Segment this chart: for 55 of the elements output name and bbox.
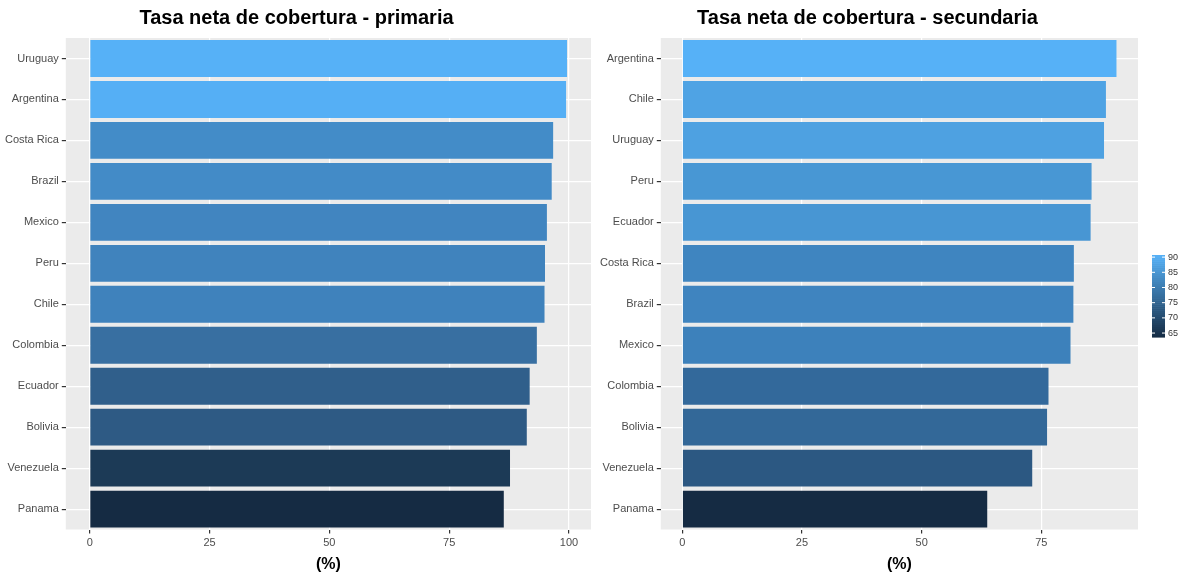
y-tick-label: Bolivia <box>26 420 60 433</box>
y-tick-label: Brazil <box>626 297 654 310</box>
bar <box>682 40 1117 77</box>
y-tick-label: Bolivia <box>621 420 655 433</box>
x-tick-label: 75 <box>443 536 456 549</box>
y-tick-label: Mexico <box>618 338 654 351</box>
chart-title: Tasa neta de cobertura - primaria <box>139 5 455 28</box>
x-tick-label: 50 <box>915 536 928 549</box>
y-tick-label: Panama <box>612 502 655 515</box>
y-tick-label: Costa Rica <box>5 133 60 146</box>
x-tick-label: 25 <box>795 536 809 549</box>
y-tick-label: Costa Rica <box>600 256 655 269</box>
x-tick-label: 0 <box>679 536 686 549</box>
y-tick-label: Venezuela <box>7 461 60 474</box>
color-bar-label: 85 <box>1168 266 1179 277</box>
y-tick-label: Chile <box>628 92 654 105</box>
chart-title: Tasa neta de cobertura - secundaria <box>697 5 1039 28</box>
y-tick-label: Uruguay <box>17 51 60 64</box>
color-bar-label: 80 <box>1168 281 1179 292</box>
y-tick-label: Colombia <box>607 379 655 392</box>
x-axis-title: (%) <box>315 554 341 572</box>
bar <box>682 449 1033 487</box>
y-tick-label: Argentina <box>606 51 655 64</box>
color-bar-label: 65 <box>1168 327 1179 338</box>
y-tick-label: Argentina <box>11 92 60 105</box>
x-tick-label: 25 <box>203 536 216 549</box>
y-tick-label: Venezuela <box>602 461 655 474</box>
y-tick-label: Panama <box>17 502 60 515</box>
bar <box>682 408 1048 446</box>
color-bar-label: 70 <box>1168 312 1179 323</box>
y-tick-label: Uruguay <box>612 133 655 146</box>
y-tick-label: Mexico <box>23 215 59 228</box>
bar <box>682 244 1074 282</box>
bar <box>682 285 1074 323</box>
bar <box>682 162 1092 200</box>
bar <box>682 490 988 528</box>
x-tick-label: 75 <box>1035 536 1048 549</box>
color-bar-label: 90 <box>1168 251 1179 262</box>
bar <box>682 326 1071 364</box>
bar <box>682 81 1106 118</box>
y-tick-label: Peru <box>35 256 59 269</box>
y-tick-label: Ecuador <box>17 379 60 392</box>
bar <box>682 367 1049 405</box>
y-tick-label: Colombia <box>12 338 60 351</box>
color-bar-label: 75 <box>1168 297 1179 308</box>
x-axis-title: (%) <box>886 554 912 572</box>
y-tick-label: Brazil <box>31 174 59 187</box>
bar <box>682 121 1105 159</box>
y-tick-label: Chile <box>33 297 59 310</box>
x-tick-label: 100 <box>559 536 579 549</box>
y-tick-label: Ecuador <box>612 215 655 228</box>
bar <box>682 203 1091 241</box>
y-tick-label: Peru <box>630 174 654 187</box>
x-tick-label: 0 <box>86 536 93 549</box>
x-tick-label: 50 <box>323 536 336 549</box>
